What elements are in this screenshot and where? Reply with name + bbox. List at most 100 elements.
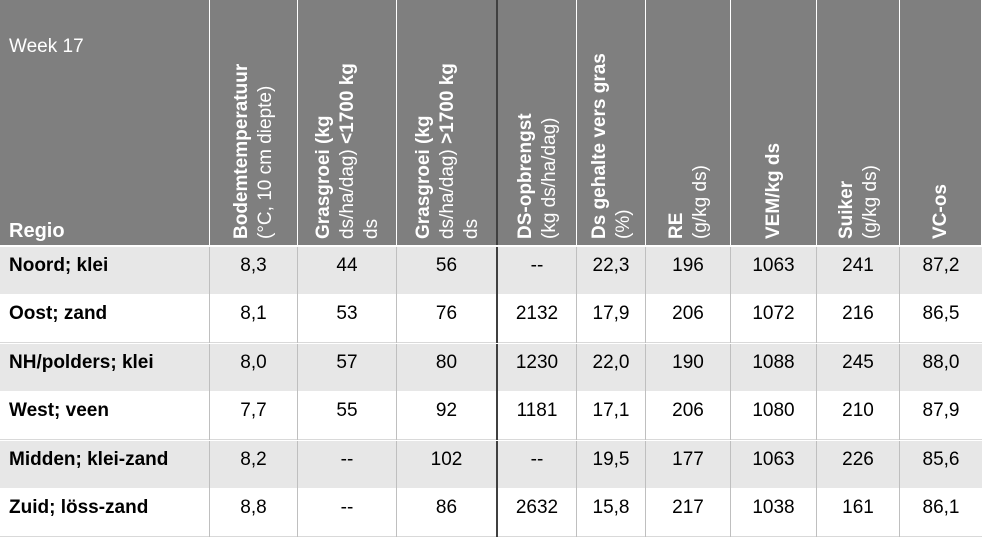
cell-value: 44 (336, 255, 358, 276)
cell-re: 206 (646, 392, 731, 440)
cell-ds-yield: 2632 (498, 489, 577, 537)
cell-value: 7,7 (240, 400, 267, 421)
cell-soil-temperature: 8,2 (210, 441, 298, 489)
cell-grass-growth-below-1700: 57 (298, 344, 397, 392)
column-header-line: VEM/kg ds (763, 142, 784, 239)
cell-value: 15,8 (592, 497, 630, 518)
cell-value: 2132 (515, 303, 559, 324)
cell-value: 92 (435, 400, 458, 421)
cell-vem: 1088 (731, 344, 817, 392)
region-name: Noord; klei (9, 255, 109, 276)
cell-value: 1181 (516, 400, 558, 421)
cell-grass-growth-below-1700: -- (298, 441, 397, 489)
cell-sugar: 241 (817, 247, 900, 295)
column-header-ds-content: Ds gehalte vers gras (%) (577, 0, 646, 245)
column-header-line: Grasgroei (kg (312, 115, 334, 239)
cell-grass-growth-above-1700: 76 (397, 295, 498, 343)
cell-vc-os: 88,0 (900, 344, 982, 392)
cell-value: 245 (842, 352, 874, 373)
table-row: Noord; klei 8,3 44 56 -- 22,3 196 1063 241 87,2 (0, 247, 982, 295)
cell-grass-growth-below-1700: 53 (298, 295, 397, 343)
column-header-line: Suiker (835, 180, 857, 239)
column-header-line: (%) (612, 209, 634, 239)
cell-value: 196 (672, 255, 704, 276)
column-header-label: RE (g/kg ds) (665, 165, 713, 239)
cell-value: -- (530, 255, 544, 276)
table-row: Zuid; löss-zand 8,8 -- 86 2632 15,8 217 1038 161… (0, 489, 982, 537)
cell-value: 2632 (515, 497, 559, 518)
region-cell: NH/polders; klei (0, 344, 210, 392)
cell-value: 1072 (752, 303, 795, 324)
cell-ds-yield: 1230 (498, 344, 577, 392)
cell-value: 17,1 (592, 400, 630, 421)
column-header-label: Ds gehalte vers gras (%) (588, 53, 636, 239)
cell-value: 53 (336, 303, 358, 324)
cell-re: 206 (646, 295, 731, 343)
cell-value: 56 (435, 255, 458, 276)
cell-value: -- (340, 449, 354, 470)
cell-re: 190 (646, 344, 731, 392)
region-name: NH/polders; klei (9, 352, 154, 373)
cell-ds-content: 22,0 (577, 344, 646, 392)
cell-value: 1088 (752, 352, 795, 373)
column-header-grass-growth-above-1700: Grasgroei (kg ds/ha/dag) >1700 kg ds (397, 0, 498, 245)
cell-sugar: 226 (817, 441, 900, 489)
cell-value: 226 (842, 449, 874, 470)
cell-grass-growth-above-1700: 92 (397, 392, 498, 440)
cell-vem: 1063 (731, 247, 817, 295)
cell-value: 8,2 (240, 449, 267, 470)
cell-ds-content: 19,5 (577, 441, 646, 489)
cell-vem: 1080 (731, 392, 817, 440)
cell-value: 8,8 (240, 497, 267, 518)
cell-ds-content: 17,9 (577, 295, 646, 343)
cell-ds-content: 15,8 (577, 489, 646, 537)
cell-vc-os: 86,5 (900, 295, 982, 343)
cell-value: 86,5 (922, 303, 960, 324)
cell-value: 216 (842, 303, 874, 324)
cell-grass-growth-above-1700: 56 (397, 247, 498, 295)
table-row: West; veen 7,7 55 92 1181 17,1 206 1080 210 87,9 (0, 392, 982, 440)
cell-value: 1038 (752, 497, 795, 518)
cell-value: 57 (336, 352, 358, 373)
cell-vc-os: 86,1 (900, 489, 982, 537)
cell-vc-os: 87,2 (900, 247, 982, 295)
column-header-line: (kg ds/ha/dag) (538, 117, 560, 239)
column-header-vem: VEM/kg ds (731, 0, 817, 245)
header-region-cell: Week 17 Regio (0, 0, 210, 245)
cell-value: 76 (435, 303, 458, 324)
column-header-line: (°C, 10 cm diepte) (255, 85, 276, 239)
column-header-line: ds (360, 218, 382, 239)
cell-grass-growth-below-1700: -- (298, 489, 397, 537)
table-row: Midden; klei-zand 8,2 -- 102 -- 19,5 177 1063 22… (0, 441, 982, 489)
cell-value: 80 (435, 352, 458, 373)
region-name: West; veen (9, 400, 109, 421)
cell-value: 88,0 (922, 352, 960, 373)
cell-ds-yield: 2132 (498, 295, 577, 343)
cell-grass-growth-above-1700: 80 (397, 344, 498, 392)
cell-soil-temperature: 8,1 (210, 295, 298, 343)
cell-value: 86 (435, 497, 458, 518)
column-header-label: Suiker (g/kg ds) (835, 165, 883, 239)
region-name: Oost; zand (9, 303, 108, 324)
column-header-line: Grasgroei (kg (412, 115, 434, 239)
cell-vc-os: 85,6 (900, 441, 982, 489)
column-header-label: Bodemtemperatuur (°C, 10 cm diepte) (230, 64, 278, 239)
cell-value: 8,0 (240, 352, 267, 373)
cell-ds-yield: 1181 (498, 392, 577, 440)
region-cell: Zuid; löss-zand (0, 489, 210, 537)
cell-vem: 1063 (731, 441, 817, 489)
cell-vc-os: 87,9 (900, 392, 982, 440)
cell-value: 17,9 (592, 303, 630, 324)
cell-sugar: 161 (817, 489, 900, 537)
region-column-header: Regio (9, 220, 65, 242)
column-header-vc-os: VC-os (900, 0, 982, 245)
column-header-sugar: Suiker (g/kg ds) (817, 0, 900, 245)
cell-value: 8,3 (240, 255, 267, 276)
cell-grass-growth-below-1700: 55 (298, 392, 397, 440)
column-header-label: Grasgroei (kg ds/ha/dag) <1700 kg ds (312, 63, 384, 239)
column-header-label: DS-opbrengst (kg ds/ha/dag) (514, 113, 562, 239)
cell-value: 19,5 (592, 449, 630, 470)
column-header-label: VEM/kg ds (762, 143, 786, 239)
column-header-grass-growth-below-1700: Grasgroei (kg ds/ha/dag) <1700 kg ds (298, 0, 397, 245)
cell-grass-growth-below-1700: 44 (298, 247, 397, 295)
